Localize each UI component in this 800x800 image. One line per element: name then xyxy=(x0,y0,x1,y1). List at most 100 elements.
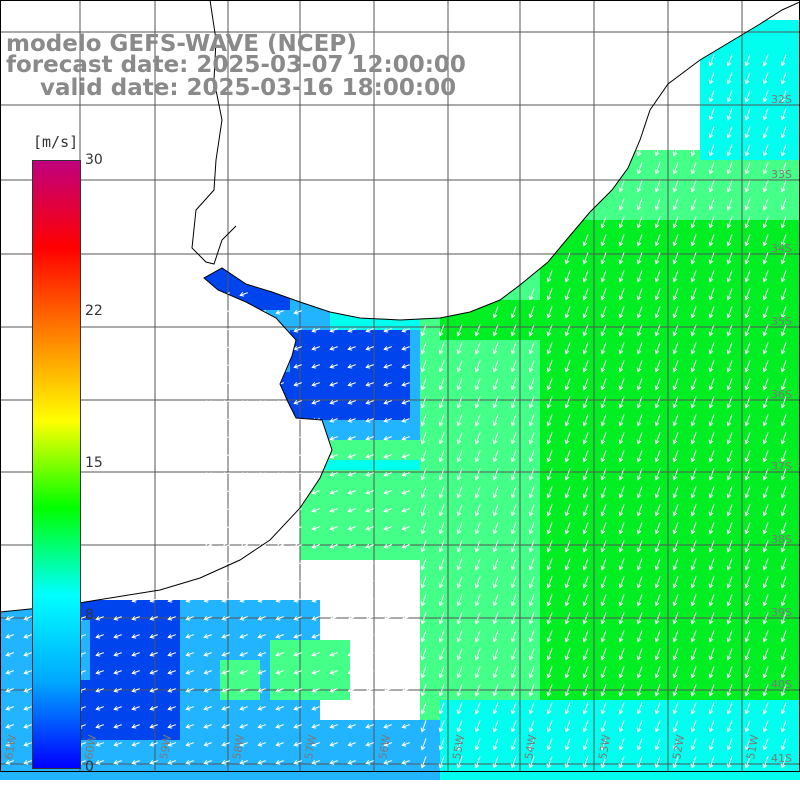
wind-arrow xyxy=(672,216,679,229)
wind-arrow xyxy=(456,630,463,643)
wind-arrow xyxy=(654,198,661,211)
wind-arrow xyxy=(780,180,787,193)
wind-arrow xyxy=(5,705,14,711)
wind-arrow xyxy=(636,486,643,499)
wind-arrow xyxy=(546,612,553,625)
wind-arrow xyxy=(275,687,284,693)
wind-arrow xyxy=(510,360,517,373)
wind-arrow xyxy=(546,630,553,643)
wind-arrow xyxy=(492,432,499,445)
wind-arrow xyxy=(600,666,607,679)
wind-arrow xyxy=(726,324,733,337)
wind-arrow xyxy=(293,651,302,657)
wind-arrow xyxy=(690,756,697,769)
wind-arrow xyxy=(636,378,643,391)
wind-arrow xyxy=(221,633,230,639)
wind-arrow xyxy=(329,723,338,729)
wind-arrow xyxy=(636,324,643,337)
wind-arrow xyxy=(708,738,715,751)
wind-arrow xyxy=(329,543,338,549)
wind-arrow xyxy=(546,522,553,535)
wind-arrow xyxy=(564,720,571,733)
longitude-label: 58W xyxy=(230,734,247,761)
wind-arrow xyxy=(239,435,248,441)
wind-arrow xyxy=(762,504,769,517)
wind-arrow xyxy=(456,432,463,445)
wind-arrow xyxy=(510,612,517,625)
wind-arrow xyxy=(131,651,140,657)
wind-arrow xyxy=(239,597,248,603)
wind-arrow xyxy=(257,471,266,477)
wind-arrow xyxy=(582,270,589,283)
wind-arrow xyxy=(528,756,535,769)
wind-arrow xyxy=(510,540,517,553)
valid-date: valid date: 2025-03-16 18:00:00 xyxy=(40,75,457,101)
wind-arrow xyxy=(762,54,769,67)
wind-arrow xyxy=(257,561,266,567)
wind-arrow xyxy=(203,723,212,729)
wind-arrow xyxy=(528,450,535,463)
wind-arrow xyxy=(726,414,733,427)
wind-arrow xyxy=(401,615,410,621)
wind-arrow xyxy=(636,162,643,175)
wind-arrow xyxy=(113,669,122,675)
wind-arrow xyxy=(221,741,230,747)
wind-arrow xyxy=(564,576,571,589)
wind-arrow xyxy=(690,612,697,625)
wind-arrow xyxy=(293,543,302,549)
wind-arrow xyxy=(780,144,787,157)
wind-arrow xyxy=(708,396,715,409)
wind-arrow xyxy=(690,342,697,355)
wind-arrow xyxy=(456,360,463,373)
longitude-labels: 61W 60W 59W 58W 57W 56W 55W 54W 53W 52W 51W xyxy=(2,734,761,761)
wind-arrow xyxy=(456,666,463,679)
wind-arrow xyxy=(401,651,410,657)
wind-arrow xyxy=(239,705,248,711)
wind-arrow xyxy=(365,723,374,729)
wind-arrow xyxy=(654,378,661,391)
wind-arrow xyxy=(564,630,571,643)
wind-arrow xyxy=(744,288,751,301)
wind-arrow xyxy=(365,705,374,711)
wind-arrow xyxy=(438,342,445,355)
wind-arrow xyxy=(618,702,625,715)
wind-arrow xyxy=(420,612,427,625)
wind-arrow xyxy=(329,705,338,711)
wind-arrow xyxy=(203,309,212,315)
wind-arrow xyxy=(654,666,661,679)
wind-arrow xyxy=(744,198,751,211)
wind-arrow xyxy=(654,720,661,733)
wind-arrow xyxy=(23,705,32,711)
wind-arrow xyxy=(474,342,481,355)
wind-arrow xyxy=(636,450,643,463)
wind-arrow xyxy=(726,54,733,67)
wind-arrow xyxy=(672,288,679,301)
wind-arrow xyxy=(311,543,320,549)
wind-arrow xyxy=(257,507,266,513)
wind-arrow xyxy=(438,666,445,679)
wind-arrow xyxy=(311,399,320,405)
wind-arrow xyxy=(780,288,787,301)
wind-arrow xyxy=(636,468,643,481)
wind-arrow xyxy=(401,381,410,387)
wind-arrow xyxy=(383,417,392,423)
wind-arrow xyxy=(690,450,697,463)
wind-arrow xyxy=(600,540,607,553)
wind-arrow xyxy=(329,525,338,531)
wind-arrow xyxy=(239,381,248,387)
wind-arrow xyxy=(726,432,733,445)
wind-arrow xyxy=(690,468,697,481)
wind-arrow xyxy=(744,738,751,751)
wind-speed-block xyxy=(220,660,260,700)
wind-arrow xyxy=(618,306,625,319)
wind-arrow xyxy=(600,324,607,337)
wind-arrow xyxy=(474,630,481,643)
wind-arrow xyxy=(492,324,499,337)
wind-arrow xyxy=(708,756,715,769)
wind-arrow xyxy=(275,507,284,513)
wind-arrow xyxy=(474,684,481,697)
wind-arrow xyxy=(546,540,553,553)
wind-arrow xyxy=(600,234,607,247)
wind-arrow xyxy=(654,522,661,535)
wind-arrow xyxy=(510,666,517,679)
